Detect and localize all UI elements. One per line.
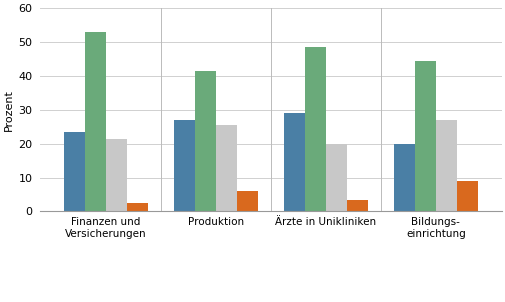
Bar bbox=[236, 191, 257, 211]
Bar bbox=[64, 132, 85, 211]
Bar bbox=[216, 125, 236, 211]
Bar bbox=[106, 139, 127, 211]
Bar bbox=[195, 71, 216, 211]
Bar bbox=[325, 144, 346, 211]
Bar bbox=[305, 47, 325, 211]
Bar bbox=[85, 32, 106, 211]
Bar bbox=[284, 113, 305, 211]
Bar bbox=[127, 203, 147, 211]
Bar bbox=[346, 200, 367, 211]
Bar bbox=[174, 120, 195, 211]
Bar bbox=[393, 144, 414, 211]
Y-axis label: Prozent: Prozent bbox=[4, 89, 14, 131]
Bar bbox=[414, 61, 435, 211]
Bar bbox=[435, 120, 456, 211]
Bar bbox=[456, 181, 477, 211]
